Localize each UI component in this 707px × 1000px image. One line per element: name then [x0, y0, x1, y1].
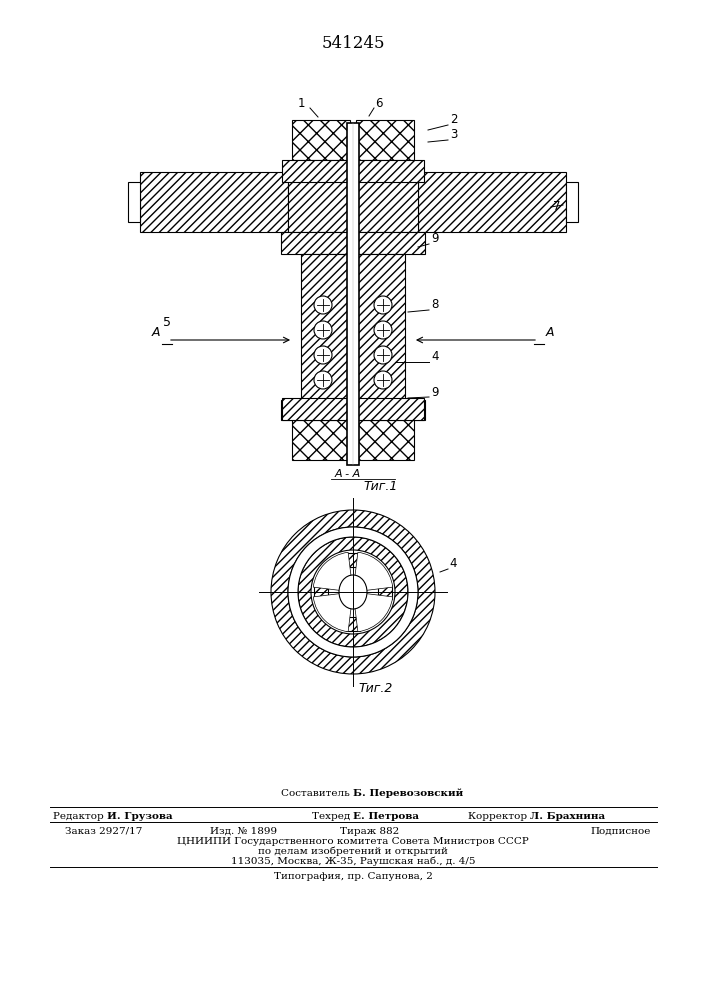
- Bar: [346, 617, 360, 631]
- Text: Изд. № 1899: Изд. № 1899: [210, 827, 277, 836]
- Bar: [301, 254, 350, 400]
- Text: Корректор: Корректор: [467, 812, 530, 821]
- Bar: [356, 420, 414, 460]
- Wedge shape: [271, 510, 435, 674]
- Text: 4: 4: [431, 350, 438, 363]
- Text: A: A: [152, 326, 160, 339]
- Text: 6: 6: [375, 97, 382, 110]
- Circle shape: [314, 321, 332, 339]
- Text: 9: 9: [431, 386, 438, 399]
- Bar: [292, 120, 350, 160]
- Wedge shape: [353, 592, 392, 632]
- Text: Б. Перевозовский: Б. Перевозовский: [353, 788, 463, 798]
- Bar: [282, 398, 350, 420]
- Text: 113035, Москва, Ж-35, Раушская наб., д. 4/5: 113035, Москва, Ж-35, Раушская наб., д. …: [230, 857, 475, 866]
- Bar: [378, 585, 392, 599]
- Circle shape: [374, 346, 392, 364]
- Text: по делам изобретений и открытий: по делам изобретений и открытий: [258, 847, 448, 856]
- Bar: [356, 160, 424, 182]
- Text: Тираж 882: Тираж 882: [340, 827, 399, 836]
- Text: Τиг.1: Τиг.1: [363, 480, 397, 493]
- Text: Подписное: Подписное: [590, 827, 650, 836]
- Text: A: A: [546, 326, 554, 339]
- Bar: [282, 160, 350, 182]
- Text: 541245: 541245: [321, 35, 385, 52]
- Bar: [356, 398, 424, 420]
- Text: 9: 9: [431, 232, 438, 245]
- Bar: [356, 120, 414, 160]
- Ellipse shape: [339, 575, 367, 609]
- Bar: [418, 172, 566, 232]
- Text: Е. Петрова: Е. Петрова: [353, 812, 419, 821]
- Text: Типография, пр. Сапунова, 2: Типография, пр. Сапунова, 2: [274, 872, 433, 881]
- Text: 1: 1: [298, 97, 305, 110]
- Text: 4: 4: [449, 557, 457, 570]
- Circle shape: [314, 371, 332, 389]
- Wedge shape: [298, 537, 408, 647]
- Bar: [281, 232, 350, 254]
- Bar: [356, 172, 418, 232]
- Text: И. Грузова: И. Грузова: [107, 812, 173, 821]
- Text: Редактор: Редактор: [53, 812, 107, 821]
- Text: 2: 2: [450, 113, 457, 126]
- Text: 5: 5: [163, 316, 171, 329]
- Circle shape: [374, 321, 392, 339]
- Bar: [356, 400, 425, 420]
- Bar: [288, 172, 350, 232]
- Wedge shape: [353, 552, 392, 592]
- Text: Техред: Техред: [312, 812, 353, 821]
- Bar: [140, 172, 288, 232]
- Text: 8: 8: [431, 298, 438, 311]
- Wedge shape: [313, 592, 353, 632]
- Bar: [346, 553, 360, 567]
- Text: ЦНИИПИ Государственного комитета Совета Министров СССР: ЦНИИПИ Государственного комитета Совета …: [177, 837, 529, 846]
- Bar: [356, 232, 425, 254]
- Circle shape: [374, 371, 392, 389]
- Text: 3: 3: [450, 128, 457, 141]
- Bar: [128, 182, 140, 222]
- Circle shape: [374, 296, 392, 314]
- Wedge shape: [313, 552, 353, 592]
- Bar: [356, 254, 405, 400]
- Text: Составитель: Составитель: [281, 789, 353, 798]
- Circle shape: [314, 296, 332, 314]
- Wedge shape: [288, 527, 418, 657]
- Bar: [566, 182, 578, 222]
- Bar: [347, 123, 359, 465]
- Text: Л. Брахнина: Л. Брахнина: [530, 812, 605, 821]
- Circle shape: [314, 346, 332, 364]
- Text: Заказ 2927/17: Заказ 2927/17: [65, 827, 142, 836]
- Text: A - A: A - A: [335, 469, 361, 479]
- Bar: [281, 400, 350, 420]
- Bar: [314, 585, 328, 599]
- Text: Τиг.2: Τиг.2: [358, 682, 392, 695]
- Bar: [292, 420, 350, 460]
- Text: 7: 7: [553, 200, 561, 213]
